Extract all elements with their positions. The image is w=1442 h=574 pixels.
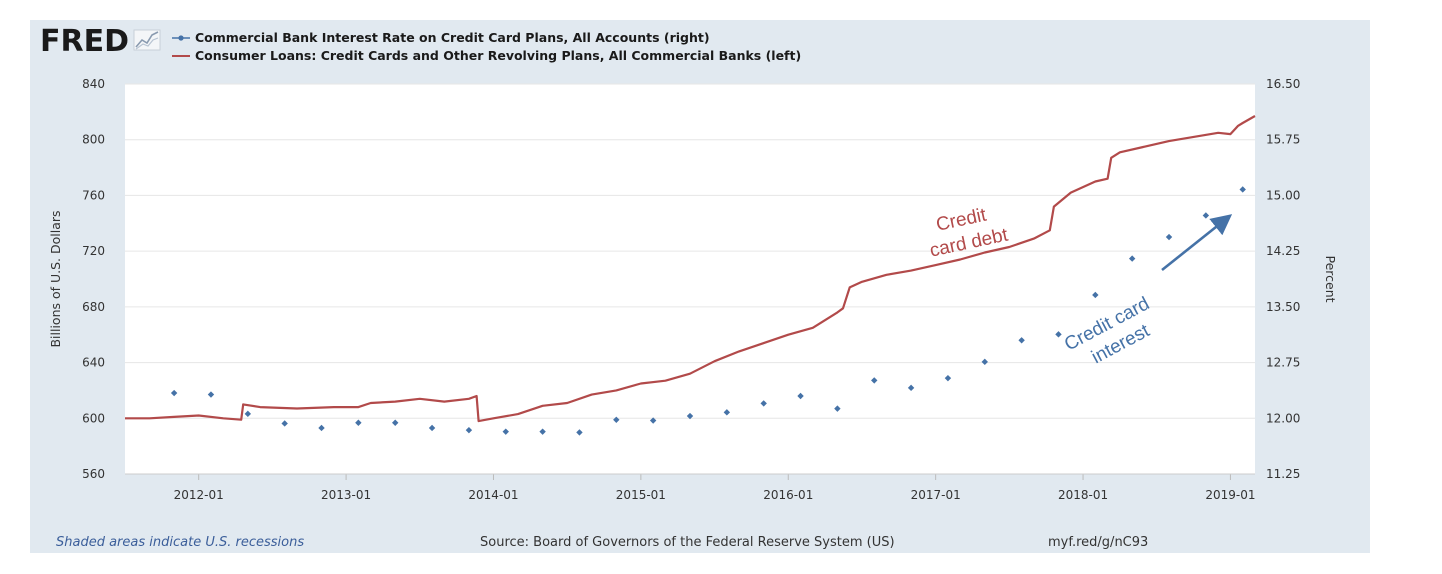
right-axis-ticks: 16.50 15.75 15.00 14.25 13.50 12.75 12.00 11.25 xyxy=(1266,77,1300,481)
left-tick-label: 760 xyxy=(82,188,105,202)
left-tick-label: 560 xyxy=(82,467,105,481)
rate-point[interactable] xyxy=(723,409,731,416)
x-tick-label: 2012-01 xyxy=(174,488,224,502)
legend-item-consumer-loans[interactable]: Consumer Loans: Credit Cards and Other R… xyxy=(172,48,801,63)
right-tick-label: 14.25 xyxy=(1266,244,1300,258)
left-tick-label: 600 xyxy=(82,411,105,425)
left-tick-label: 720 xyxy=(82,244,105,258)
left-tick-label: 640 xyxy=(82,356,105,370)
grid-lines xyxy=(125,83,1255,419)
rate-point[interactable] xyxy=(1202,212,1210,219)
recession-note: Shaded areas indicate U.S. recessions xyxy=(56,535,304,550)
rate-point[interactable] xyxy=(428,424,436,432)
left-tick-label: 840 xyxy=(82,77,105,91)
rate-point[interactable] xyxy=(981,358,988,366)
series-line-consumer-loans[interactable] xyxy=(125,115,1256,423)
fred-logo-chart-icon xyxy=(133,29,161,51)
short-link[interactable]: myf.red/g/nC93 xyxy=(1048,535,1148,550)
x-tick-label: 2017-01 xyxy=(911,488,961,502)
rate-point[interactable] xyxy=(392,419,399,426)
rate-point[interactable] xyxy=(1239,186,1246,193)
x-tick-label: 2018-01 xyxy=(1058,488,1108,502)
rate-point[interactable] xyxy=(281,420,288,427)
plot-area xyxy=(125,84,1255,474)
right-tick-label: 12.00 xyxy=(1266,411,1300,425)
rate-point[interactable] xyxy=(502,428,509,435)
right-tick-label: 12.75 xyxy=(1266,356,1300,370)
rate-point[interactable] xyxy=(576,429,583,436)
rate-point[interactable] xyxy=(686,412,694,420)
chart: FRED Commercial Bank Interest Rate on Cr… xyxy=(40,24,1338,550)
series-markers-interest-rate xyxy=(170,186,1246,436)
left-axis-ticks: 840 800 760 720 680 640 600 560 xyxy=(82,77,105,481)
x-tick-label: 2015-01 xyxy=(616,488,666,502)
right-tick-label: 11.25 xyxy=(1266,467,1300,481)
rate-point[interactable] xyxy=(797,392,804,400)
rate-point[interactable] xyxy=(613,416,620,423)
rate-point[interactable] xyxy=(465,426,473,434)
rate-point[interactable] xyxy=(1092,291,1099,299)
right-tick-label: 13.50 xyxy=(1266,300,1300,314)
rate-point[interactable] xyxy=(1128,255,1136,262)
source-text: Source: Board of Governors of the Federa… xyxy=(480,535,895,550)
rate-point[interactable] xyxy=(760,400,767,407)
right-axis-title: Percent xyxy=(1323,255,1338,302)
x-axis-ticks: 2012-01 2013-01 2014-01 2015-01 2016-01 2017-… xyxy=(174,474,1256,502)
right-tick-label: 15.75 xyxy=(1266,133,1300,147)
rate-point[interactable] xyxy=(871,377,878,384)
rate-point[interactable] xyxy=(1165,233,1173,241)
rate-point[interactable] xyxy=(944,374,952,382)
annotation-arrow xyxy=(1161,214,1233,272)
rate-point[interactable] xyxy=(907,384,915,392)
x-tick-label: 2019-01 xyxy=(1205,488,1255,502)
rate-point[interactable] xyxy=(207,391,215,398)
rate-point[interactable] xyxy=(244,410,252,418)
rate-point[interactable] xyxy=(355,419,362,426)
rate-point[interactable] xyxy=(318,424,325,432)
rate-point[interactable] xyxy=(649,417,657,424)
legend-label-debt: Consumer Loans: Credit Cards and Other R… xyxy=(195,48,801,63)
right-tick-label: 15.00 xyxy=(1266,188,1300,202)
legend-dot-rate xyxy=(178,35,184,41)
left-tick-label: 680 xyxy=(82,300,105,314)
x-tick-label: 2014-01 xyxy=(468,488,518,502)
rate-point[interactable] xyxy=(834,405,841,412)
rate-point[interactable] xyxy=(1018,337,1025,344)
fred-logo[interactable]: FRED xyxy=(40,24,161,59)
rate-point[interactable] xyxy=(1055,331,1062,338)
right-tick-label: 16.50 xyxy=(1266,77,1300,91)
legend: Commercial Bank Interest Rate on Credit … xyxy=(172,30,801,63)
fred-logo-text: FRED xyxy=(40,24,129,59)
chart-panel: FRED Commercial Bank Interest Rate on Cr… xyxy=(30,20,1370,553)
legend-item-interest-rate[interactable]: Commercial Bank Interest Rate on Credit … xyxy=(172,30,710,45)
left-axis-title: Billions of U.S. Dollars xyxy=(48,210,63,347)
legend-label-rate: Commercial Bank Interest Rate on Credit … xyxy=(195,30,710,45)
left-tick-label: 800 xyxy=(82,133,105,147)
x-tick-label: 2013-01 xyxy=(321,488,371,502)
rate-point[interactable] xyxy=(170,389,178,397)
x-tick-label: 2016-01 xyxy=(763,488,813,502)
